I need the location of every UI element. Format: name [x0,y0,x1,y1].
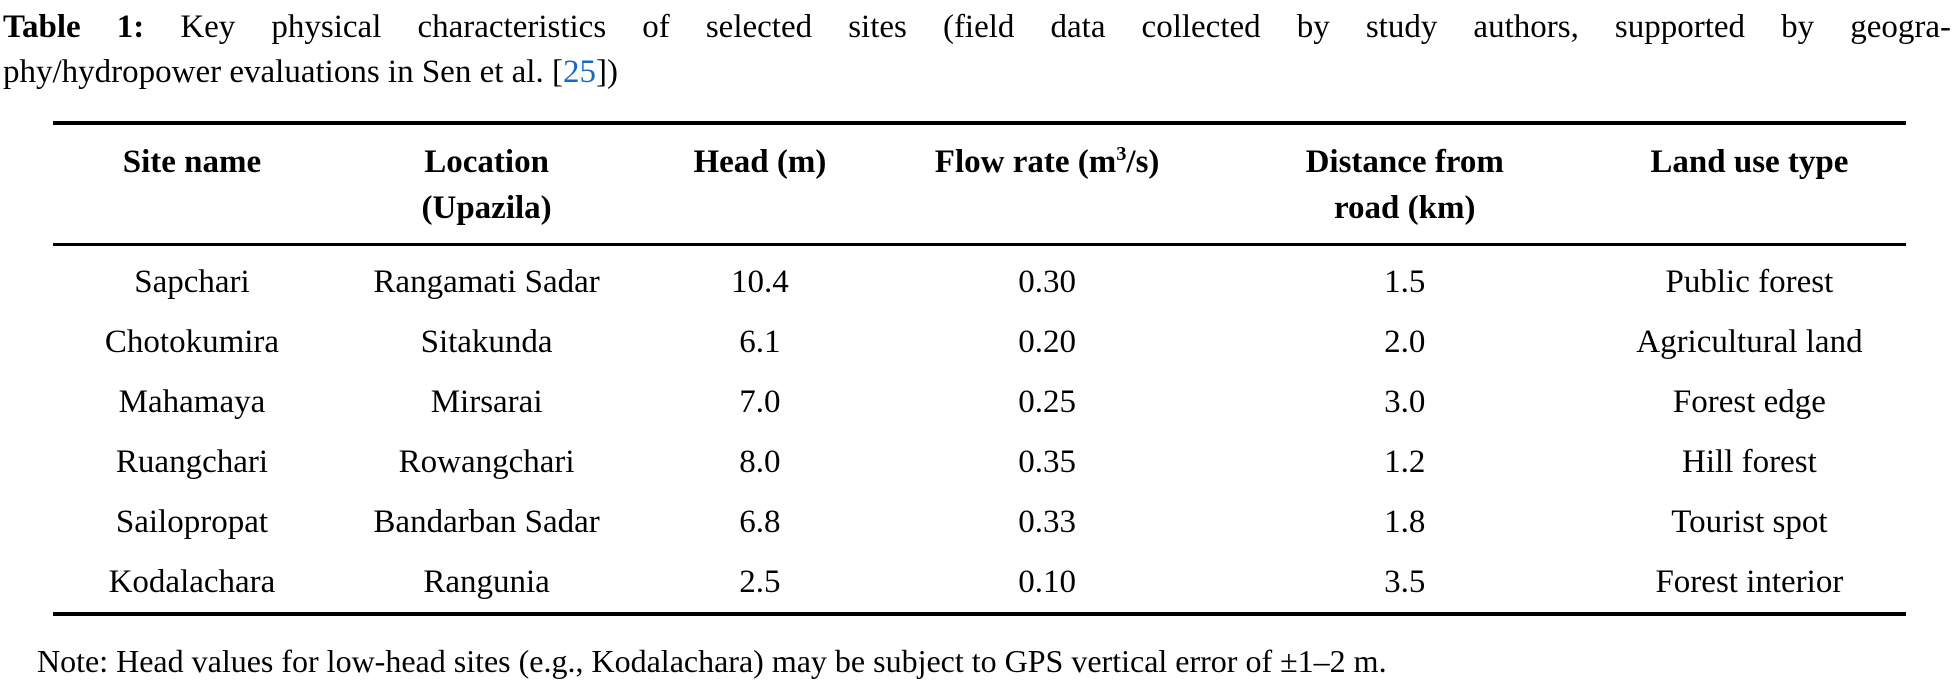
header-distance: Distance from road (km) [1216,123,1593,246]
cell-site-name: Kodalachara [108,564,276,600]
table-caption: Table 1: Key physical characteristics of… [3,5,1951,95]
header-distance-line1: Distance from [1305,144,1504,180]
flow-unit-post: /s) [1126,144,1160,180]
cell-land-use: Forest edge [1672,384,1826,420]
table-header: Site name Location (Upazila) Head (m) Flo… [53,123,1906,246]
cell-head: 6.1 [739,324,781,360]
cell-location: Mirsarai [430,384,543,420]
cell-location: Rangamati Sadar [373,264,600,300]
header-row: Site name Location (Upazila) Head (m) Flo… [53,123,1906,246]
caption-text-end: ]) [595,54,618,90]
cell-head: 2.5 [739,564,781,600]
table-row: Kodalachara Rangunia 2.5 0.10 3.5 Forest… [53,552,1906,614]
cell-flow-rate: 0.25 [1018,384,1076,420]
caption-label: Table 1: [3,9,145,45]
cell-distance: 1.5 [1384,264,1426,300]
cell-land-use: Public forest [1665,264,1834,300]
caption-line-2: phy/hydropower evaluations in Sen et al.… [3,50,1951,95]
cell-head: 6.8 [739,504,781,540]
cell-distance: 2.0 [1384,324,1426,360]
site-characteristics-table: Site name Location (Upazila) Head (m) Flo… [53,121,1906,616]
cell-head: 8.0 [739,444,781,480]
cell-distance: 1.2 [1384,444,1426,480]
table-body: Sapchari Rangamati Sadar 10.4 0.30 1.5 P… [53,245,1906,615]
header-site-name: Site name [53,123,331,246]
cell-location: Bandarban Sadar [373,504,600,540]
citation-link[interactable]: 25 [562,54,596,90]
caption-text-continued: phy/hydropower evaluations in Sen et al.… [3,54,563,90]
cell-flow-rate: 0.33 [1018,504,1076,540]
table-row: Sailopropat Bandarban Sadar 6.8 0.33 1.8… [53,492,1906,552]
header-site-name-label: Site name [122,144,262,180]
table-row: Mahamaya Mirsarai 7.0 0.25 3.0 Forest ed… [53,372,1906,432]
header-head: Head (m) [642,123,878,246]
cell-distance: 3.0 [1384,384,1426,420]
header-land-use: Land use type [1592,123,1906,246]
cell-land-use: Tourist spot [1671,504,1828,540]
cell-land-use: Forest interior [1655,564,1844,600]
cell-site-name: Sailopropat [115,504,269,540]
cell-site-name: Ruangchari [115,444,269,480]
header-distance-line2: road (km) [1333,190,1476,226]
cell-flow-rate: 0.30 [1018,264,1076,300]
caption-line-1: Table 1: Key physical characteristics of… [3,5,1951,50]
cell-site-name: Chotokumira [104,324,280,360]
header-location: Location (Upazila) [330,123,643,246]
cell-head: 7.0 [739,384,781,420]
flow-unit-superscript: 3 [1116,143,1127,165]
header-location-line1: Location [424,144,549,180]
cell-distance: 1.8 [1384,504,1426,540]
cell-flow-rate: 0.35 [1018,444,1076,480]
table-row: Chotokumira Sitakunda 6.1 0.20 2.0 Agric… [53,312,1906,372]
cell-location: Sitakunda [420,324,553,360]
cell-land-use: Hill forest [1682,444,1817,480]
cell-site-name: Mahamaya [118,384,266,420]
cell-head: 10.4 [731,264,789,300]
header-flow-rate: Flow rate (m3/s) [877,123,1217,246]
table-row: Sapchari Rangamati Sadar 10.4 0.30 1.5 P… [53,245,1906,313]
cell-site-name: Sapchari [134,264,250,300]
header-head-label: Head (m) [693,144,827,180]
cell-distance: 3.5 [1384,564,1426,600]
cell-location: Rowangchari [398,444,575,480]
caption-text: Key physical characteristics of selected… [180,9,1951,45]
table-footnote: Note: Head values for low-head sites (e.… [37,643,1387,679]
table-row: Ruangchari Rowangchari 8.0 0.35 1.2 Hill… [53,432,1906,492]
cell-location: Rangunia [423,564,550,600]
flow-unit-pre: Flow rate (m [934,144,1117,180]
cell-flow-rate: 0.10 [1018,564,1076,600]
cell-land-use: Agricultural land [1636,324,1863,360]
cell-flow-rate: 0.20 [1018,324,1076,360]
header-flow-rate-label: Flow rate (m3/s) [878,139,1217,185]
header-location-line2: (Upazila) [421,190,552,226]
header-land-use-label: Land use type [1650,144,1849,180]
